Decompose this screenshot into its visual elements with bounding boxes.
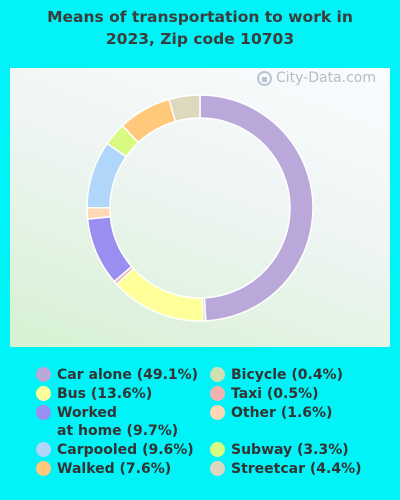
legend-label-2: Bus (13.6%) [57,386,153,402]
legend-label-7: Subway (3.3%) [231,442,349,458]
legend-swatch-4 [36,405,51,420]
chart-title-line-2: 2023, Zip code 10703 [105,30,295,48]
legend-item-6: Carpooled (9.6%) [36,441,194,459]
legend-label-9: Streetcar (4.4%) [231,461,362,477]
legend-label-4: Worked at home (9.7%) [57,405,179,439]
legend-item-8: Walked (7.6%) [36,460,171,478]
legend-swatch-7 [210,442,225,457]
legend-swatch-5 [210,405,225,420]
legend-swatch-6 [36,442,51,457]
legend-item-1: Bicycle (0.4%) [210,366,343,384]
legend-item-9: Streetcar (4.4%) [210,460,362,478]
legend-label-0: Car alone (49.1%) [57,367,199,383]
legend-item-2: Bus (13.6%) [36,385,152,403]
watermark-text: City-Data.com [275,70,376,86]
plot-area: City-Data.com [10,68,390,347]
city-data-logo-icon [256,70,272,86]
donut-chart [86,94,314,322]
donut-slice-2 [115,267,204,322]
legend-item-4: Worked at home (9.7%) [36,404,178,440]
legend-label-3: Taxi (0.5%) [231,386,319,402]
donut-slice-0 [199,94,314,322]
donut-slice-9 [168,94,201,123]
legend-swatch-9 [210,461,225,476]
legend-item-3: Taxi (0.5%) [210,385,319,403]
chart-title-line-1: Means of transportation to work in [47,8,353,26]
donut-slice-4 [86,215,133,283]
legend-item-5: Other (1.6%) [210,404,332,422]
legend-swatch-1 [210,367,225,382]
legend: Car alone (49.1%) Bus (13.6%) Worked at hom… [36,366,376,486]
legend-swatch-0 [36,367,51,382]
legend-swatch-3 [210,386,225,401]
watermark: City-Data.com [256,70,376,86]
legend-swatch-8 [36,461,51,476]
legend-label-6: Carpooled (9.6%) [57,442,194,458]
legend-label-1: Bicycle (0.4%) [231,367,343,383]
legend-label-8: Walked (7.6%) [57,461,172,477]
donut-slice-5 [86,206,112,220]
legend-swatch-2 [36,386,51,401]
legend-label-5: Other (1.6%) [231,405,333,421]
legend-item-7: Subway (3.3%) [210,441,349,459]
chart-title: Means of transportation to work in 2023,… [0,6,400,50]
legend-item-0: Car alone (49.1%) [36,366,198,384]
